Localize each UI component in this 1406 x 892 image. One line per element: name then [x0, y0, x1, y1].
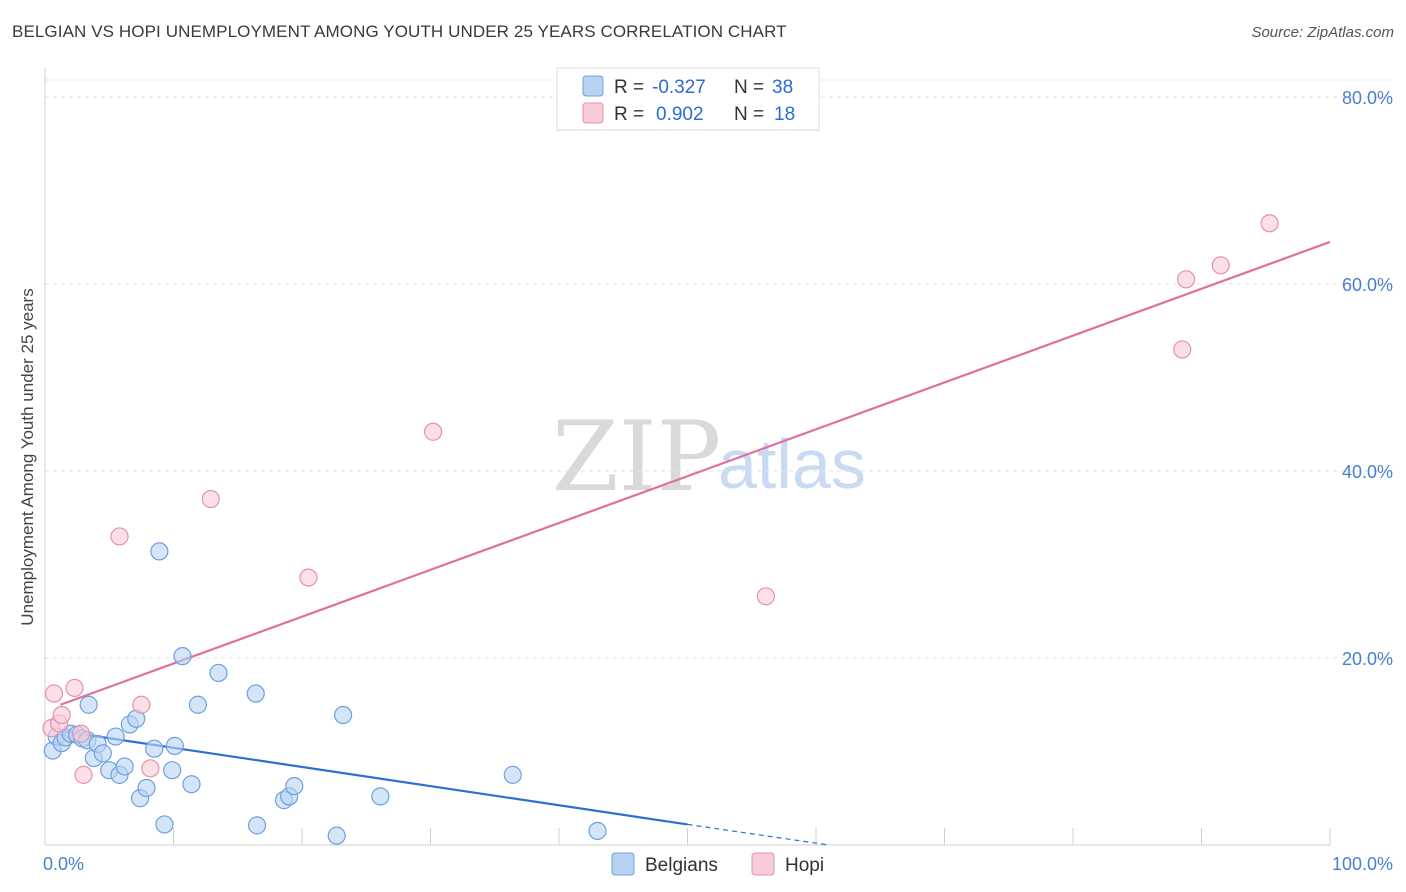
point-belgians — [163, 761, 182, 780]
bottom-legend-belgians: Belgians — [645, 855, 718, 876]
point-belgians — [588, 821, 607, 841]
point-hopi — [141, 759, 160, 778]
x-tick-label: 100.0% — [1332, 854, 1393, 874]
legend-swatch-hopi — [582, 102, 604, 124]
gridlines — [45, 79, 1392, 659]
bottom-legend-hopi: Hopi — [785, 855, 824, 876]
point-belgians — [285, 776, 304, 796]
point-belgians — [182, 775, 201, 794]
series-legend: Belgians Hopi — [611, 852, 824, 876]
trend-line-extension-belgians — [687, 823, 829, 846]
watermark-atlas: atlas — [718, 425, 866, 503]
trend-line-belgians — [60, 729, 688, 826]
y-tick-label: 60.0% — [1342, 275, 1393, 295]
point-belgians — [209, 663, 228, 683]
point-belgians — [173, 647, 192, 666]
legend-n-value-hopi: 18 — [774, 104, 795, 125]
point-belgians — [503, 765, 522, 784]
point-belgians — [155, 815, 174, 834]
point-hopi — [1211, 256, 1230, 275]
point-hopi — [74, 765, 93, 784]
legend-n-value-belgians: 38 — [772, 77, 793, 98]
tick-labels: 20.0% 40.0% 60.0% 80.0% 0.0% 100.0% — [43, 88, 1393, 874]
bottom-legend-swatch-belgians — [611, 852, 635, 876]
point-hopi — [299, 568, 318, 587]
point-hopi — [1176, 270, 1196, 289]
point-belgians — [165, 736, 184, 755]
y-axis-label: Unemployment Among Youth under 25 years — [18, 288, 37, 625]
point-belgians — [334, 705, 353, 725]
point-hopi — [44, 684, 64, 703]
chart-title: BELGIAN VS HOPI UNEMPLOYMENT AMONG YOUTH… — [12, 22, 787, 41]
point-hopi — [52, 705, 71, 725]
point-belgians — [137, 778, 156, 798]
point-hopi — [132, 695, 151, 714]
point-hopi — [71, 724, 91, 743]
point-hopi — [423, 422, 443, 441]
legend-r-label-belgians: R = — [614, 77, 644, 98]
source-label: Source: ZipAtlas.com — [1251, 24, 1394, 41]
point-hopi — [201, 489, 220, 509]
point-belgians — [93, 744, 112, 763]
legend-n-label-belgians: N = — [734, 77, 764, 98]
stats-legend: R = -0.327 N = 38 R = 0.902 N = 18 — [556, 67, 820, 131]
y-tick-label: 80.0% — [1342, 88, 1393, 108]
point-belgians — [247, 816, 267, 835]
point-belgians — [188, 695, 208, 714]
point-belgians — [106, 727, 125, 746]
point-belgians — [246, 684, 265, 703]
legend-r-value-hopi: 0.902 — [656, 104, 704, 125]
point-hopi — [1260, 214, 1279, 233]
trend-lines — [60, 240, 1331, 846]
point-belgians — [150, 542, 169, 561]
legend-r-label-hopi: R = — [614, 104, 644, 125]
point-belgians — [327, 826, 346, 845]
legend-r-value-belgians: -0.327 — [652, 77, 706, 98]
axes — [44, 68, 1331, 846]
data-points — [42, 214, 1279, 845]
legend-swatch-belgians — [582, 75, 604, 97]
point-hopi — [110, 527, 129, 546]
y-tick-label: 40.0% — [1342, 462, 1393, 482]
point-belgians — [145, 739, 164, 758]
point-belgians — [115, 757, 134, 776]
x-tick-label: 0.0% — [43, 854, 84, 874]
point-belgians — [79, 695, 98, 714]
point-hopi — [1173, 340, 1192, 359]
point-hopi — [65, 678, 84, 698]
y-tick-label: 20.0% — [1342, 649, 1393, 669]
point-hopi — [756, 587, 775, 606]
watermark-zip: ZIP — [552, 401, 721, 513]
legend-n-label-hopi: N = — [734, 104, 764, 125]
trend-line-hopi — [60, 240, 1331, 706]
bottom-legend-swatch-hopi — [751, 852, 775, 876]
point-belgians — [371, 787, 390, 806]
